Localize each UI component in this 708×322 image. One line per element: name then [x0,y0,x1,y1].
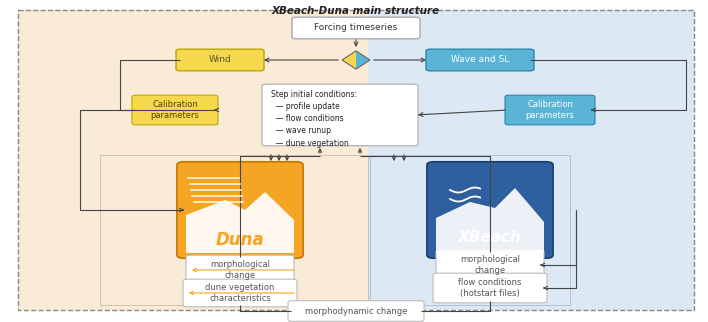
FancyBboxPatch shape [262,84,418,146]
FancyBboxPatch shape [292,17,420,39]
FancyBboxPatch shape [176,49,264,71]
Text: flow conditions
(hotstart files): flow conditions (hotstart files) [458,278,522,298]
Bar [370,155,570,305]
Polygon shape [342,51,356,69]
FancyBboxPatch shape [183,279,297,307]
Text: Step initial conditions:
  — profile update
  — flow conditions
  — wave runup
 : Step initial conditions: — profile updat… [271,90,357,147]
FancyBboxPatch shape [427,162,553,258]
Text: Duna: Duna [216,231,264,249]
Text: morphological
change: morphological change [210,260,270,280]
Text: morphodynamic change: morphodynamic change [305,307,407,316]
Text: dune vegetation
characteristics: dune vegetation characteristics [205,283,275,303]
FancyBboxPatch shape [18,10,368,310]
Text: XBeach-Duna main structure: XBeach-Duna main structure [272,6,440,16]
FancyBboxPatch shape [426,49,534,71]
Text: Wave and SL: Wave and SL [451,55,509,64]
FancyBboxPatch shape [433,273,547,303]
FancyBboxPatch shape [368,10,694,310]
Text: Calibration
parameters: Calibration parameters [151,100,200,120]
Polygon shape [356,51,370,69]
Text: morphological
change: morphological change [460,255,520,275]
FancyBboxPatch shape [132,95,218,125]
Polygon shape [186,192,294,253]
FancyBboxPatch shape [288,301,424,321]
Bar [100,155,368,305]
Text: XBeach: XBeach [458,231,522,245]
Text: Calibration
parameters: Calibration parameters [525,100,574,120]
Polygon shape [436,188,544,253]
FancyBboxPatch shape [505,95,595,125]
Text: Wind: Wind [209,55,232,64]
Text: Forcing timeseries: Forcing timeseries [314,24,398,33]
FancyBboxPatch shape [177,162,303,258]
FancyBboxPatch shape [436,250,544,280]
FancyBboxPatch shape [186,255,294,285]
